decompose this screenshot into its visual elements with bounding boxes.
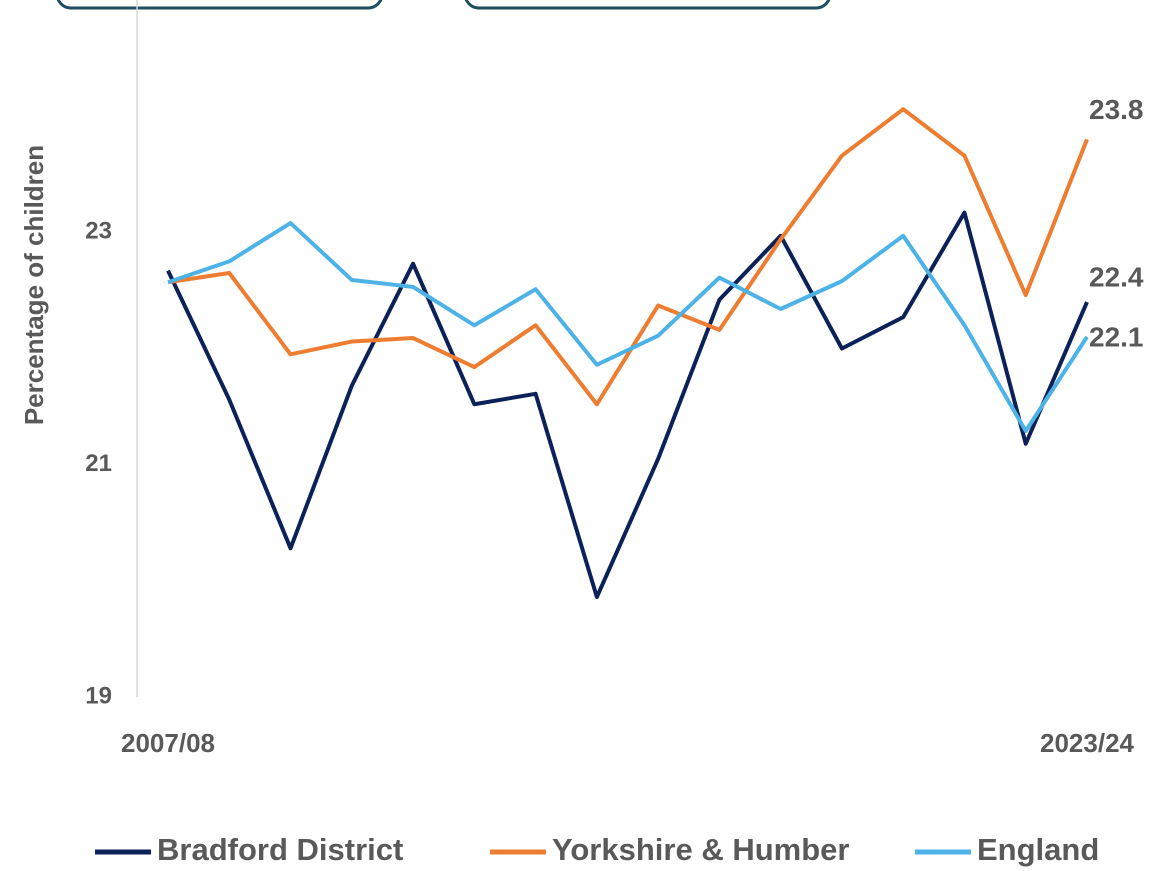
series-line: [167, 221, 1089, 433]
y-tick-label: 21: [85, 450, 112, 477]
x-tick-label: 2007/08: [121, 728, 215, 758]
series-line: [167, 107, 1089, 407]
legend-label: Yorkshire & Humber: [552, 832, 849, 867]
x-tick-label: 2023/24: [1040, 728, 1135, 758]
legend-label: Bradford District: [157, 832, 403, 867]
legend-label: England: [977, 832, 1099, 867]
tab: [56, 0, 383, 10]
data-label: 22.1: [1089, 321, 1144, 352]
y-tick-label: 19: [85, 682, 112, 709]
data-label: 22.4: [1089, 261, 1144, 292]
tab: [464, 0, 831, 10]
series-line: [166, 210, 1089, 600]
y-tick-label: 23: [85, 218, 112, 245]
data-label: 23.8: [1089, 94, 1144, 125]
y-axis-label: Percentage of children: [19, 145, 49, 425]
